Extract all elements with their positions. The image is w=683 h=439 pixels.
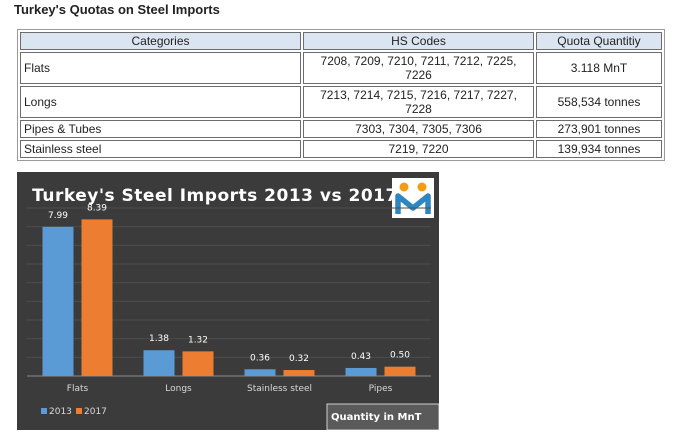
chart-legend: 2013 2017 <box>41 407 107 417</box>
bar-2013-longs <box>143 350 175 376</box>
category-label: Longs <box>165 384 192 394</box>
data-label: 1.38 <box>149 334 169 344</box>
unit-label: Quantity in MnT <box>331 412 422 423</box>
bar-2013-stainless-steel <box>244 369 276 376</box>
row-category: Longs <box>20 86 301 118</box>
bar-2017-longs <box>182 351 214 376</box>
row-quota: 139,934 tonnes <box>536 140 662 158</box>
legend-swatch-2013 <box>41 408 47 414</box>
bar-2017-stainless-steel <box>283 370 315 376</box>
data-label: 0.50 <box>390 351 410 361</box>
row-category: Pipes & Tubes <box>20 120 301 138</box>
category-label: Pipes <box>369 384 393 394</box>
bar-2013-pipes <box>345 367 377 376</box>
bar-2013-flats <box>42 226 74 376</box>
row-quota: 558,534 tonnes <box>536 86 662 118</box>
page-title: Turkey's Quotas on Steel Imports <box>14 2 220 17</box>
header-quota-quantity: Quota Quantitiy <box>536 32 662 50</box>
header-categories: Categories <box>20 32 301 50</box>
row-hs-codes: 7219, 7220 <box>303 140 534 158</box>
data-label: 0.36 <box>250 353 270 363</box>
bar-2017-flats <box>81 219 113 376</box>
category-label: Stainless steel <box>247 384 312 394</box>
data-label: 0.32 <box>289 354 309 364</box>
unit-label-box: Quantity in MnT <box>326 403 440 431</box>
row-category: Flats <box>20 52 301 84</box>
table-header-row: Categories HS Codes Quota Quantitiy <box>20 32 662 50</box>
table-row: Flats 7208, 7209, 7210, 7211, 7212, 7225… <box>20 52 662 84</box>
legend-label-2017: 2017 <box>84 407 107 417</box>
data-label: 8.39 <box>87 203 107 213</box>
M-logo-icon <box>392 178 434 218</box>
row-hs-codes: 7303, 7304, 7305, 7306 <box>303 120 534 138</box>
row-quota: 3.118 MnT <box>536 52 662 84</box>
row-hs-codes: 7208, 7209, 7210, 7211, 7212, 7225, 7226 <box>303 52 534 84</box>
category-label: Flats <box>67 384 89 394</box>
row-category: Stainless steel <box>20 140 301 158</box>
table-row: Stainless steel 7219, 7220 139,934 tonne… <box>20 140 662 158</box>
steel-imports-chart: Turkey's Steel Imports 2013 vs 2017 7.99… <box>17 172 440 431</box>
data-label: 7.99 <box>48 211 68 221</box>
row-quota: 273,901 tonnes <box>536 120 662 138</box>
quota-table: Categories HS Codes Quota Quantitiy Flat… <box>17 29 665 161</box>
table-row: Longs 7213, 7214, 7215, 7216, 7217, 7227… <box>20 86 662 118</box>
table-row: Pipes & Tubes 7303, 7304, 7305, 7306 273… <box>20 120 662 138</box>
chart-svg: Turkey's Steel Imports 2013 vs 2017 7.99… <box>17 172 440 431</box>
legend-swatch-2017 <box>76 408 82 414</box>
header-hs-codes: HS Codes <box>303 32 534 50</box>
legend-label-2013: 2013 <box>49 407 72 417</box>
row-hs-codes: 7213, 7214, 7215, 7216, 7217, 7227, 7228 <box>303 86 534 118</box>
chart-title: Turkey's Steel Imports 2013 vs 2017 <box>32 186 398 206</box>
data-label: 0.43 <box>351 352 371 362</box>
data-label: 1.32 <box>188 335 208 345</box>
bar-2017-pipes <box>384 366 416 376</box>
